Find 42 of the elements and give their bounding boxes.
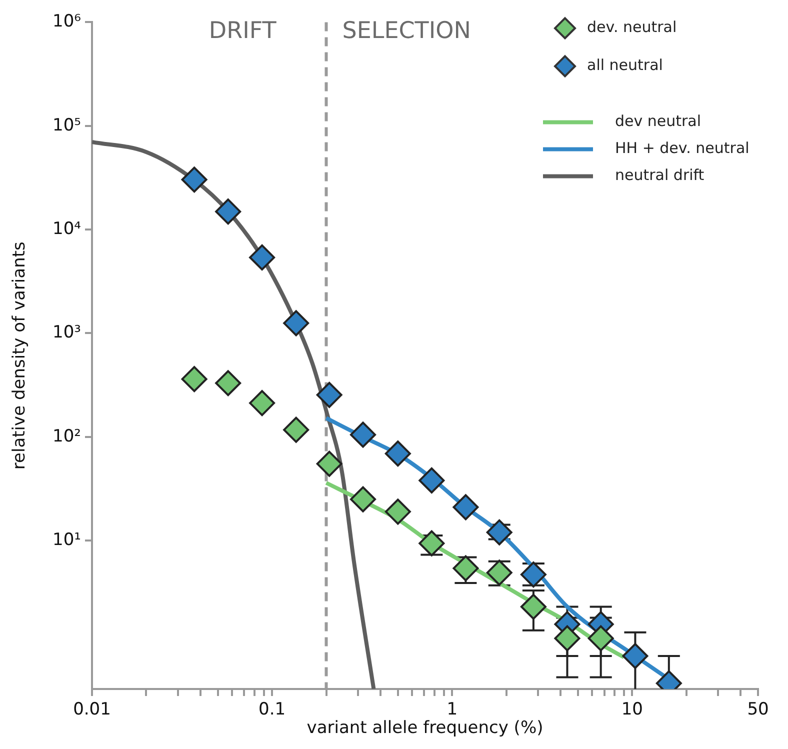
y-axis-title: relative density of variants	[10, 241, 30, 470]
point	[283, 310, 310, 336]
point	[418, 530, 445, 556]
y-tick-label: 10³	[52, 322, 81, 343]
point	[249, 390, 276, 416]
point	[588, 625, 614, 652]
point	[520, 594, 546, 620]
x-axis-title: variant allele frequency (%)	[306, 718, 544, 738]
x-tick-label: 50	[747, 700, 769, 720]
x-tick-label: 1	[446, 700, 458, 720]
legend-label: dev neutral	[615, 112, 702, 130]
legend-label: HH + dev. neutral	[615, 139, 750, 158]
point	[283, 416, 310, 443]
y-tick-label: 10²	[52, 426, 81, 446]
point	[350, 422, 376, 448]
legend-label: neutral drift	[615, 166, 704, 184]
x-tick-label: 0.1	[258, 700, 286, 720]
y-tick-label: 10¹	[52, 530, 81, 550]
point	[384, 440, 411, 467]
point	[215, 370, 242, 396]
y-tick-label: 10⁶	[52, 12, 82, 32]
legend-label: all neutral	[587, 56, 663, 74]
annotation: DRIFT	[208, 18, 278, 44]
point	[350, 486, 376, 512]
point	[181, 366, 208, 392]
point	[554, 625, 580, 652]
point	[316, 382, 342, 408]
point	[249, 244, 276, 270]
y-tick-label: 10⁵	[52, 115, 81, 136]
x-tick-label: 10	[621, 700, 643, 720]
point	[452, 494, 479, 520]
point	[486, 519, 512, 546]
point	[384, 498, 411, 525]
point	[215, 198, 242, 225]
point	[418, 467, 445, 494]
x-tick-label: 0.01	[73, 700, 111, 720]
point	[316, 450, 342, 477]
y-tick-label: 10⁴	[52, 218, 82, 239]
point	[181, 166, 208, 193]
point	[622, 643, 648, 669]
legend-label: dev. neutral	[587, 18, 677, 36]
annotation: SELECTION	[342, 18, 471, 44]
